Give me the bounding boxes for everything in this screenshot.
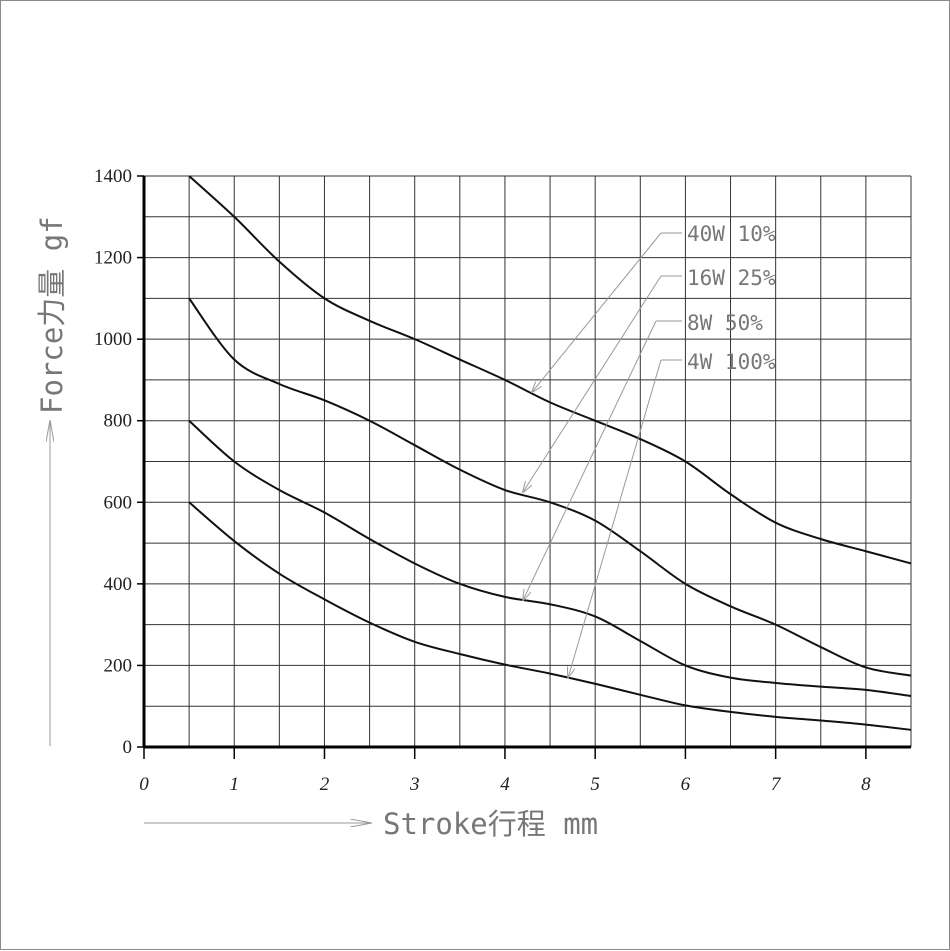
x-tick-label: 0 [139,774,149,795]
series-line-8w-50- [188,419,912,698]
series-line-16w-25- [188,297,912,677]
x-axis-title: Stroke行程 mm [383,807,598,841]
x-tick-label: 3 [409,774,420,795]
y-tick-label: 600 [104,492,133,513]
legend-label: 40W 10% [687,222,776,246]
y-tick-label: 800 [104,411,133,432]
y-tick-label: 0 [123,737,133,758]
y-tick-label: 200 [104,655,133,676]
x-tick-label: 2 [320,774,330,795]
series-line-40w-10- [188,175,912,565]
x-tick-label: 8 [861,774,871,795]
x-tick-label: 5 [590,774,600,795]
x-tick-label: 4 [500,774,510,795]
y-tick-label: 1400 [94,166,132,187]
legend-label: 16W 25% [687,266,776,290]
y-tick-label: 400 [104,574,133,595]
y-tick-label: 1000 [94,329,132,350]
legend-arrow [523,275,662,492]
x-tick-label: 6 [681,774,691,795]
y-tick-label: 1200 [94,248,132,269]
x-tick-label: 7 [771,774,782,795]
y-axis-title: Force力量 gf [35,216,69,414]
legend-arrow [523,320,657,600]
series-line-4w-100- [188,501,912,731]
legend-arrow [532,232,662,392]
legend-label: 8W 50% [687,311,763,335]
legend-arrow [568,359,662,678]
x-tick-label: 1 [229,774,239,795]
legend-label: 4W 100% [687,350,776,374]
